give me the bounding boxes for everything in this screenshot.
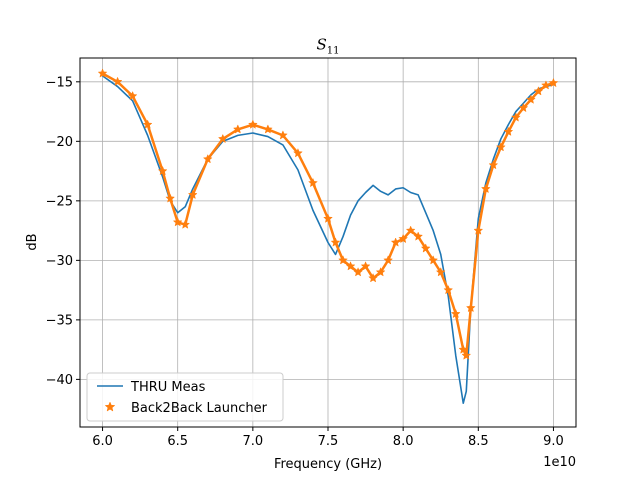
data-point (360, 261, 371, 271)
data-point (526, 94, 536, 104)
data-point (172, 217, 183, 227)
data-point (541, 80, 551, 90)
data-point (435, 267, 446, 277)
data-point (510, 112, 521, 122)
x-axis-offset-text: 1e10 (543, 455, 576, 470)
data-point (97, 68, 108, 78)
data-point (157, 165, 168, 176)
y-tick-label: −20 (46, 135, 73, 150)
data-point (353, 267, 363, 277)
data-point (518, 102, 529, 113)
series-line (102, 75, 554, 404)
chart-title-main: S (316, 36, 326, 54)
data-point (450, 308, 461, 319)
x-axis-label: Frequency (GHz) (274, 457, 382, 472)
tick-layer: 6.0 6.5 7.0 7.5 8.0 8.5 9.0 −40 −35 −30 −25 −20 −15 (46, 75, 564, 449)
data-point (180, 219, 191, 229)
legend-box (86, 372, 284, 422)
x-tick-label: 7.5 (318, 434, 339, 449)
y-tick-label: −15 (46, 75, 73, 90)
y-axis-label: dB (25, 233, 40, 250)
data-point (480, 183, 491, 194)
data-point (443, 284, 454, 295)
data-point (465, 302, 476, 313)
data-point (390, 237, 401, 247)
x-tick-label: 8.5 (468, 434, 489, 449)
data-point (345, 261, 356, 271)
data-point (127, 90, 138, 101)
data-point (308, 177, 318, 188)
data-point (503, 126, 514, 136)
data-point (488, 159, 499, 170)
data-point (165, 193, 176, 203)
data-point (375, 267, 386, 277)
data-point (142, 119, 153, 129)
data-point (247, 119, 258, 129)
legend-star-marker (104, 401, 116, 412)
x-tick-label: 9.0 (543, 434, 564, 449)
data-point (338, 255, 348, 265)
legend-label-thru-meas: THRU Meas (130, 380, 206, 395)
series-layer (97, 68, 559, 404)
legend-swatch-back2back-launcher (104, 401, 116, 412)
y-tick-label: −30 (46, 254, 73, 269)
data-point (420, 243, 431, 253)
y-tick-label: −35 (46, 313, 73, 328)
y-tick-label: −40 (46, 373, 73, 388)
data-point (202, 154, 213, 164)
data-point (461, 350, 472, 360)
legend: THRU Meas Back2Back Launcher (86, 372, 284, 422)
data-point (428, 255, 439, 265)
data-point (533, 86, 544, 96)
data-point (293, 148, 303, 158)
legend-label-back2back-launcher: Back2Back Launcher (131, 401, 268, 416)
data-point (323, 213, 333, 223)
data-point (187, 189, 198, 200)
data-point (232, 124, 243, 134)
x-tick-label: 8.0 (393, 434, 414, 449)
data-point (278, 130, 288, 140)
data-point (217, 133, 228, 144)
data-point (405, 225, 416, 235)
y-tick-label: −25 (46, 194, 73, 209)
x-tick-label: 6.5 (167, 434, 188, 449)
x-tick-label: 7.0 (243, 434, 264, 449)
data-point (368, 273, 378, 283)
series-back2back-launcher (97, 68, 559, 360)
data-point (330, 237, 341, 247)
data-point (262, 124, 273, 134)
data-point (398, 233, 409, 244)
series-thru-meas (102, 75, 554, 404)
data-point (413, 231, 424, 241)
data-point (473, 225, 484, 235)
chart-title-sub: 11 (327, 46, 340, 57)
chart-title: S11 (316, 36, 339, 57)
data-point (495, 142, 506, 152)
data-point (548, 77, 559, 88)
data-point (383, 255, 394, 265)
data-point (458, 344, 469, 354)
x-tick-label: 6.0 (92, 434, 113, 449)
data-point (112, 76, 123, 86)
